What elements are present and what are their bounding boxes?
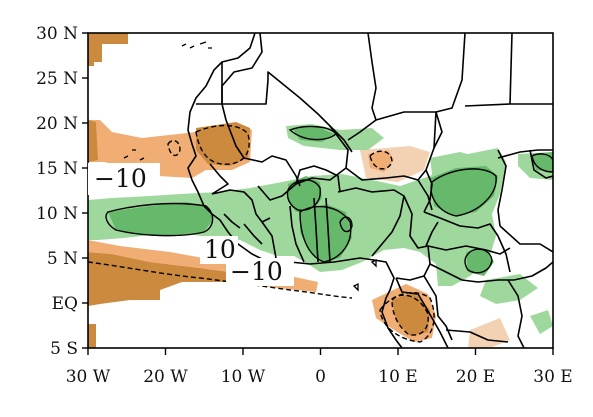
contour-label-neg-lower: −10 bbox=[226, 257, 294, 286]
lon-tick-label-3: 0 bbox=[315, 367, 326, 387]
lat-tick-label-2: 20 N bbox=[36, 114, 78, 134]
boundary-south-sudan bbox=[499, 225, 553, 253]
boundary-drc-angola bbox=[445, 329, 509, 343]
boundary-mali-niger bbox=[329, 125, 427, 181]
boundary-niger-chad bbox=[375, 111, 437, 213]
boundary-sudan-egypt-east bbox=[509, 33, 513, 105]
dry-patch-sw-strip bbox=[88, 324, 96, 348]
latitude-axis: 30 N 25 N 20 N 15 N 10 N 5 N EQ 5 S bbox=[36, 24, 88, 359]
lat-tick-label-6: EQ bbox=[52, 294, 78, 314]
lon-tick-label-6: 30 E bbox=[533, 367, 572, 387]
boundary-ivory-coast bbox=[261, 221, 277, 259]
dry-anomaly-shading bbox=[88, 33, 510, 348]
negative-contour-congo-outer bbox=[379, 292, 435, 343]
boundary-togo-benin bbox=[313, 197, 331, 263]
boundary-cameroon-car bbox=[425, 221, 439, 247]
boundary-liberia bbox=[243, 223, 263, 245]
positive-contour-east-corner bbox=[531, 153, 553, 173]
lon-tick-label-5: 20 E bbox=[456, 367, 495, 387]
boundary-senegal-mali bbox=[209, 163, 229, 195]
boundary-libya-egypt bbox=[433, 33, 466, 149]
contour-label-neg-upper-text: −10 bbox=[94, 164, 147, 193]
wet-patch-east-corner-core bbox=[530, 152, 553, 172]
boundary-gabon-congo bbox=[395, 277, 449, 348]
wet-patch-central-core bbox=[288, 176, 322, 212]
wet-patch-main-band bbox=[88, 148, 506, 286]
lat-tick-label-4: 10 N bbox=[36, 204, 78, 224]
boundary-sudan-chad bbox=[497, 149, 507, 227]
cape-verde-islands bbox=[123, 149, 145, 161]
wet-patch-south-east bbox=[480, 274, 538, 304]
lon-tick-label-0: 30 W bbox=[66, 367, 111, 387]
boundary-west-sahara bbox=[196, 62, 223, 105]
contour-label-neg-upper: −10 bbox=[88, 163, 160, 195]
dry-patch-congo-strong bbox=[392, 292, 430, 336]
positive-contour-east bbox=[430, 168, 497, 217]
positive-contour-west bbox=[105, 202, 214, 237]
negative-contour-senegal bbox=[195, 124, 250, 165]
wet-patch-sahel-core bbox=[292, 126, 334, 142]
wet-patch-south-east-small bbox=[530, 310, 553, 334]
lon-tick-label-2: 10 W bbox=[221, 367, 266, 387]
lat-tick-label-1: 25 N bbox=[36, 69, 78, 89]
lat-tick-label-5: 5 N bbox=[47, 249, 78, 269]
lat-tick-label-3: 15 N bbox=[36, 159, 78, 179]
boundary-car-congo bbox=[427, 245, 511, 255]
boundary-drc-east bbox=[507, 279, 525, 348]
boundary-south-east-1 bbox=[497, 235, 511, 273]
lat-tick-label-0: 30 N bbox=[36, 24, 78, 44]
bioko-island bbox=[370, 258, 377, 268]
country-boundaries bbox=[187, 33, 553, 348]
boundary-mauritania-mali bbox=[221, 103, 301, 187]
african-coastline bbox=[187, 33, 403, 348]
dry-patch-east-africa-light bbox=[468, 318, 510, 348]
boundary-uganda-kenya bbox=[513, 261, 553, 281]
longitude-axis: 30 W 20 W 10 W 0 10 E 20 E 30 E bbox=[66, 348, 573, 387]
contour-label-neg-lower-text: −10 bbox=[230, 257, 283, 286]
lon-tick-label-1: 20 W bbox=[143, 367, 188, 387]
dry-patch-senegal-strong bbox=[196, 122, 250, 166]
boundary-drc-north bbox=[429, 263, 514, 283]
wet-patch-west-core bbox=[108, 202, 214, 236]
boundary-east-2 bbox=[529, 149, 553, 179]
dry-patch-northwest-corner bbox=[88, 33, 128, 66]
boundary-chad-inner bbox=[417, 179, 433, 211]
lat-tick-label-7: 5 S bbox=[50, 339, 78, 359]
boundary-sierra-leone bbox=[223, 213, 241, 229]
boundary-chad-car bbox=[423, 211, 499, 237]
negative-contour-congo bbox=[391, 294, 429, 336]
wet-patch-east-core bbox=[430, 166, 498, 216]
dry-patch-sahel-moderate bbox=[368, 150, 394, 172]
negative-contour-senegal-small bbox=[167, 139, 181, 157]
boundary-algeria-mali bbox=[222, 71, 353, 153]
boundary-morocco-algeria bbox=[221, 33, 263, 104]
canary-islands bbox=[181, 41, 212, 49]
contour-label-neg-lower-box bbox=[226, 258, 294, 286]
lon-tick-label-4: 10 E bbox=[378, 367, 417, 387]
wet-patch-central-core-2 bbox=[300, 204, 352, 262]
contour-label-neg-upper-box bbox=[88, 163, 160, 195]
boundary-burkina-niger bbox=[295, 165, 341, 193]
positive-contour-mid-small bbox=[339, 216, 353, 233]
boundary-algeria-libya bbox=[347, 33, 377, 141]
boundary-ghana bbox=[289, 205, 305, 263]
negative-contour-sahel bbox=[369, 150, 393, 170]
sao-tome-island bbox=[352, 282, 359, 292]
dry-patch-gulf-strong bbox=[88, 252, 230, 306]
islands bbox=[123, 41, 377, 292]
wet-anomaly-shading bbox=[88, 124, 553, 334]
boundary-sudan-north bbox=[464, 103, 553, 107]
boundary-east-1 bbox=[497, 149, 553, 159]
dry-patch-atlantic-strong bbox=[88, 120, 98, 162]
